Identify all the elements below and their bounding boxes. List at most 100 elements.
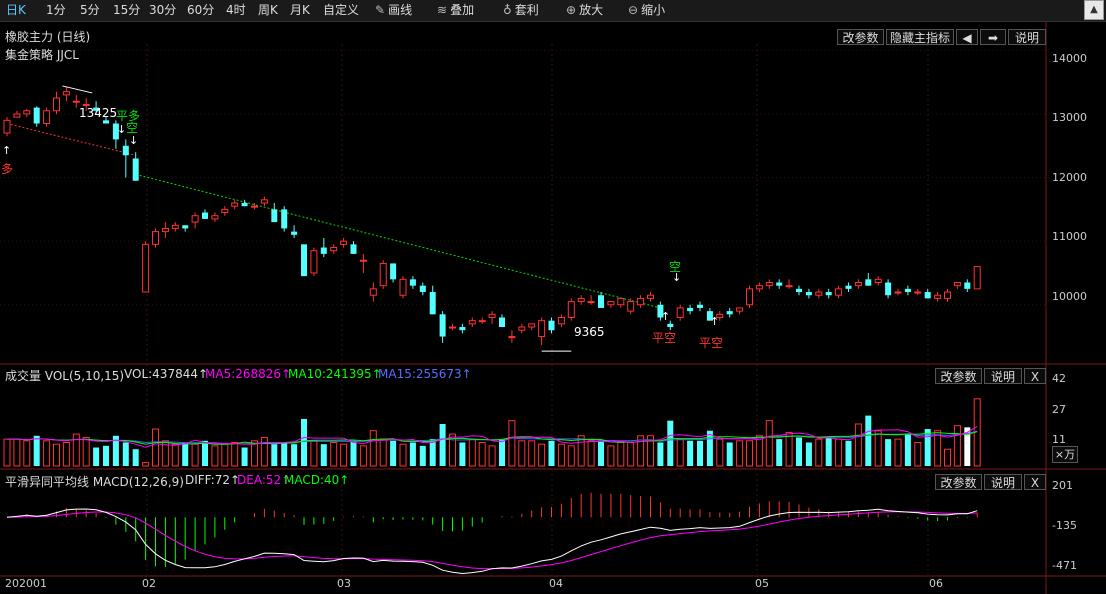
candle-body-down — [924, 292, 931, 299]
overlay-tool[interactable]: ≋ 叠加 — [437, 3, 474, 18]
next-button[interactable]: ➡ — [980, 29, 1006, 45]
volume-close-button[interactable]: X — [1024, 368, 1046, 384]
draw-line-tool[interactable]: ✎ 画线 — [375, 3, 412, 18]
tab-custom[interactable]: 自定义 — [323, 3, 360, 17]
volume-bar-down — [964, 427, 971, 466]
candle-body-up — [934, 294, 942, 299]
zoom-out-tool[interactable]: ⊖ 缩小 — [628, 3, 665, 18]
main-edit-params-button[interactable]: 改参数 — [837, 29, 884, 45]
volume-bar-up — [617, 441, 625, 467]
candle-body-up — [171, 224, 179, 229]
candle-body-up — [637, 297, 645, 306]
volume-bar-down — [548, 440, 555, 466]
volume-bar-up — [953, 425, 961, 467]
candle-body-down — [419, 285, 426, 293]
candle-body-up — [330, 247, 338, 252]
volume-bar-down — [409, 442, 416, 466]
tab-60min[interactable]: 60分 — [187, 3, 215, 17]
ma10-value: MA10:241395↑ — [288, 367, 382, 381]
candle-body-up — [577, 297, 585, 303]
candle-body-up — [488, 313, 496, 318]
draw-line-label: 画线 — [388, 3, 413, 17]
volume-bar-up — [765, 420, 773, 467]
candle-body-down — [865, 279, 872, 286]
volume-bar-up — [835, 438, 843, 467]
volume-edit-params-button[interactable]: 改参数 — [935, 368, 982, 384]
hide-main-indicator-button[interactable]: 隐藏主指标 — [886, 29, 954, 45]
pencil-icon: ✎ — [375, 3, 386, 17]
volume-bar-up — [755, 435, 763, 467]
volume-bar-down — [687, 440, 694, 466]
arbitrage-tool[interactable]: ♁ 套利 — [503, 3, 539, 18]
candle-body-up — [251, 205, 258, 208]
volume-bar-up — [468, 438, 476, 467]
macd-edit-params-button[interactable]: 改参数 — [935, 474, 982, 490]
volume-help-button[interactable]: 说明 — [984, 368, 1022, 384]
tab-15min[interactable]: 15分 — [113, 3, 141, 17]
money-bag-icon: ♁ — [503, 3, 512, 17]
candle-body-down — [291, 231, 298, 235]
date-tick: 02 — [142, 577, 156, 590]
candle-body-up — [746, 288, 753, 306]
volume-bar-down — [796, 437, 802, 466]
volume-bar-down — [419, 445, 426, 466]
volume-bar-up — [627, 441, 635, 467]
candle-body-up — [755, 285, 763, 290]
candle-body-up — [894, 291, 902, 294]
volume-bar-up — [260, 436, 268, 467]
candle-body-up — [676, 307, 684, 318]
candle-body-up — [468, 320, 476, 325]
arbitrage-label: 套利 — [514, 3, 539, 17]
volume-bar-up — [399, 443, 407, 467]
volume-bar-down — [885, 439, 892, 466]
tab-5min[interactable]: 5分 — [80, 3, 100, 17]
candle-body-up — [449, 326, 456, 329]
candle-body-up — [62, 91, 70, 96]
macd-help-button[interactable]: 说明 — [984, 474, 1022, 490]
layers-icon: ≋ — [437, 3, 448, 17]
zoom-in-tool[interactable]: ⊕ 放大 — [566, 3, 603, 18]
candle-body-down — [687, 307, 694, 312]
volume-bar-up — [944, 448, 951, 467]
candle-body-up — [557, 316, 565, 325]
high-marker-line — [62, 85, 93, 94]
volume-bar-down — [776, 439, 783, 466]
candle-body-up — [260, 199, 268, 204]
volume-bar-up — [538, 443, 546, 467]
volume-bar-up — [607, 445, 615, 467]
signal-short-2: 空 — [669, 260, 682, 274]
tab-monthly-k[interactable]: 月K — [290, 3, 310, 17]
candle-body-up — [211, 215, 219, 220]
scroll-up-button[interactable]: ▲ — [1084, 0, 1104, 20]
macd-close-button[interactable]: X — [1024, 474, 1046, 490]
candle-body-up — [587, 301, 595, 304]
tab-1min[interactable]: 1分 — [46, 3, 66, 17]
volume-bar-down — [598, 440, 604, 466]
tab-weekly-k[interactable]: 周K — [258, 3, 278, 17]
candle-body-up — [379, 262, 387, 287]
volume-bar-up — [251, 440, 258, 467]
tab-daily-k[interactable]: 日K — [6, 3, 26, 17]
volume-bar-down — [805, 442, 812, 466]
volume-bar-up — [359, 445, 367, 467]
tab-4hour[interactable]: 4时 — [226, 3, 246, 17]
candle-body-up — [142, 243, 150, 293]
candle-body-down — [112, 123, 119, 140]
volume-bar-up — [3, 438, 11, 467]
overlay-label: 叠加 — [450, 3, 475, 17]
candle-body-up — [231, 202, 239, 207]
main-help-button[interactable]: 说明 — [1008, 29, 1046, 45]
candle-body-down — [271, 209, 278, 223]
volume-bar-up — [488, 445, 496, 467]
candle-body-up — [161, 227, 169, 233]
candle-body-up — [716, 313, 724, 318]
macd-tick: 201 — [1052, 479, 1073, 492]
candle-body-up — [944, 291, 951, 299]
volume-bar-up — [518, 440, 526, 467]
volume-bar-down — [706, 430, 713, 466]
candle-body-up — [617, 297, 625, 306]
volume-bar-up — [310, 440, 318, 467]
prev-button[interactable]: ◀ — [956, 29, 978, 45]
tab-30min[interactable]: 30分 — [149, 3, 177, 17]
volume-bar-down — [33, 435, 40, 466]
